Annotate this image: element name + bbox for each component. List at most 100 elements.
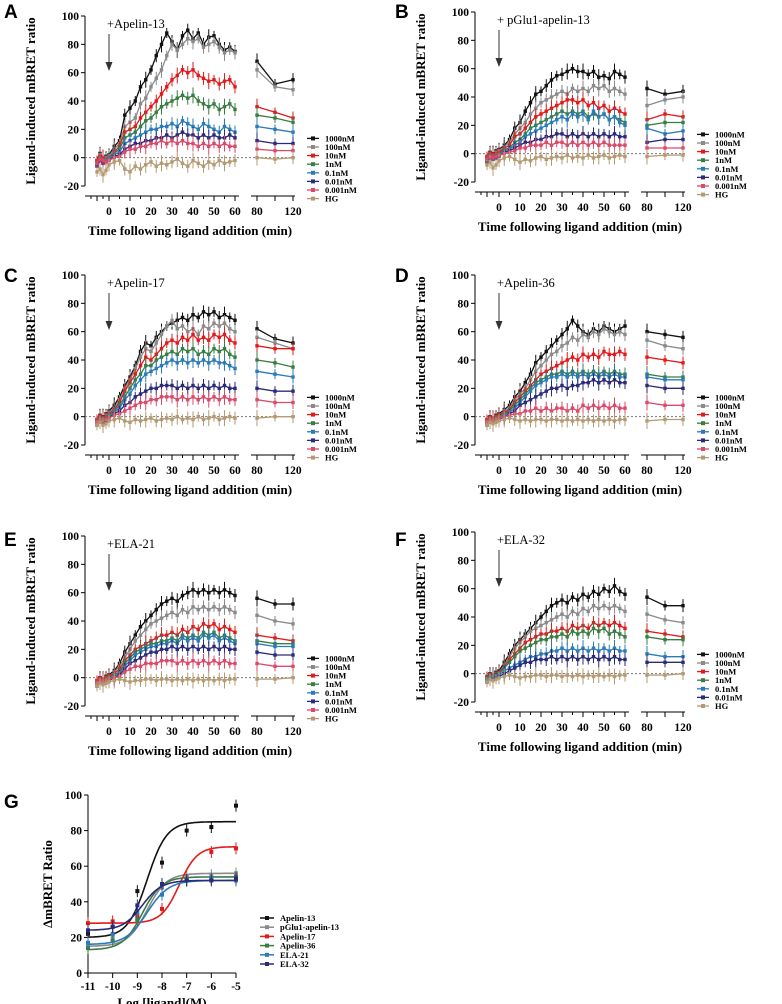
data-point (607, 417, 611, 422)
data-point (291, 389, 295, 393)
data-point (586, 103, 590, 108)
data-point (565, 615, 569, 619)
data-point (488, 160, 492, 164)
data-point (110, 938, 115, 943)
data-point (233, 366, 237, 371)
legend-marker (311, 196, 315, 201)
data-point (149, 104, 153, 109)
data-point (576, 409, 580, 413)
data-point (663, 632, 667, 636)
y-tick-label: 20 (458, 640, 470, 652)
data-point (186, 639, 190, 643)
data-point (555, 601, 559, 605)
data-point (645, 612, 649, 616)
x-tick-label: 20 (145, 206, 157, 218)
data-point (549, 120, 554, 125)
data-point (560, 100, 564, 105)
data-point (645, 635, 649, 639)
data-point (133, 383, 137, 388)
data-point (523, 157, 527, 162)
data-point (534, 395, 538, 399)
data-point (217, 144, 221, 149)
data-point (623, 417, 627, 422)
data-point (196, 36, 200, 41)
x-tick-label: 60 (229, 206, 241, 218)
data-point (576, 89, 580, 94)
data-point (565, 153, 569, 157)
data-point (133, 658, 137, 663)
data-point (597, 86, 601, 91)
data-point (623, 134, 627, 139)
data-point (528, 419, 533, 423)
data-point (623, 406, 627, 410)
data-point (663, 344, 667, 348)
data-point (523, 417, 527, 422)
data-point (196, 315, 200, 320)
data-point (544, 123, 548, 128)
data-point (544, 157, 548, 162)
data-point (222, 624, 227, 629)
data-point (133, 366, 137, 371)
data-point (170, 99, 174, 103)
data-point (255, 68, 259, 72)
legend-marker (311, 455, 315, 460)
data-point (502, 156, 506, 160)
data-point (623, 352, 627, 357)
data-point (138, 124, 143, 129)
data-point (217, 324, 221, 328)
data-point (681, 95, 685, 99)
data-point (186, 141, 190, 146)
data-point (191, 39, 195, 44)
y-tick-label: 60 (458, 584, 470, 596)
data-point (222, 104, 227, 109)
x-tick-label: 60 (619, 465, 631, 477)
data-point (645, 595, 649, 599)
x-tick-label: 50 (208, 465, 220, 477)
data-point (196, 338, 200, 342)
legend-label: 100nM (325, 401, 351, 411)
data-point (549, 375, 554, 379)
data-point (528, 132, 533, 136)
data-point (645, 660, 649, 665)
data-point (586, 143, 590, 147)
data-point (534, 92, 538, 96)
data-point (602, 620, 606, 625)
data-point (273, 116, 277, 120)
data-point (233, 386, 237, 391)
y-tick-label: 80 (68, 298, 80, 310)
series-0.001nM (95, 132, 295, 169)
data-point (607, 589, 611, 594)
data-point (191, 588, 195, 592)
y-tick-label: 60 (68, 68, 80, 80)
data-point (207, 136, 211, 140)
addition-arrowhead (105, 62, 113, 71)
data-point (255, 596, 259, 601)
x-tick-label: 10 (124, 726, 136, 738)
data-point (602, 603, 606, 608)
legend-marker (701, 132, 705, 137)
data-point (570, 318, 575, 323)
data-point (549, 78, 554, 82)
data-point (104, 160, 108, 164)
data-point (233, 318, 237, 323)
data-point (154, 141, 158, 146)
data-point (255, 327, 259, 331)
y-tick-label: 40 (71, 897, 83, 909)
data-point (255, 386, 259, 391)
data-point (602, 419, 606, 423)
data-point (597, 75, 601, 79)
data-point (555, 349, 559, 354)
data-point (191, 93, 195, 98)
data-point (149, 127, 153, 132)
data-point (207, 144, 211, 149)
legend-marker (701, 395, 705, 400)
data-point (228, 102, 232, 106)
data-point (560, 598, 564, 602)
legend-label: 0.001nM (325, 705, 357, 715)
data-point (201, 633, 206, 637)
data-point (534, 143, 538, 147)
data-point (291, 346, 295, 351)
data-point (607, 329, 611, 334)
data-point (255, 641, 259, 646)
y-tick-label: 40 (458, 92, 470, 104)
